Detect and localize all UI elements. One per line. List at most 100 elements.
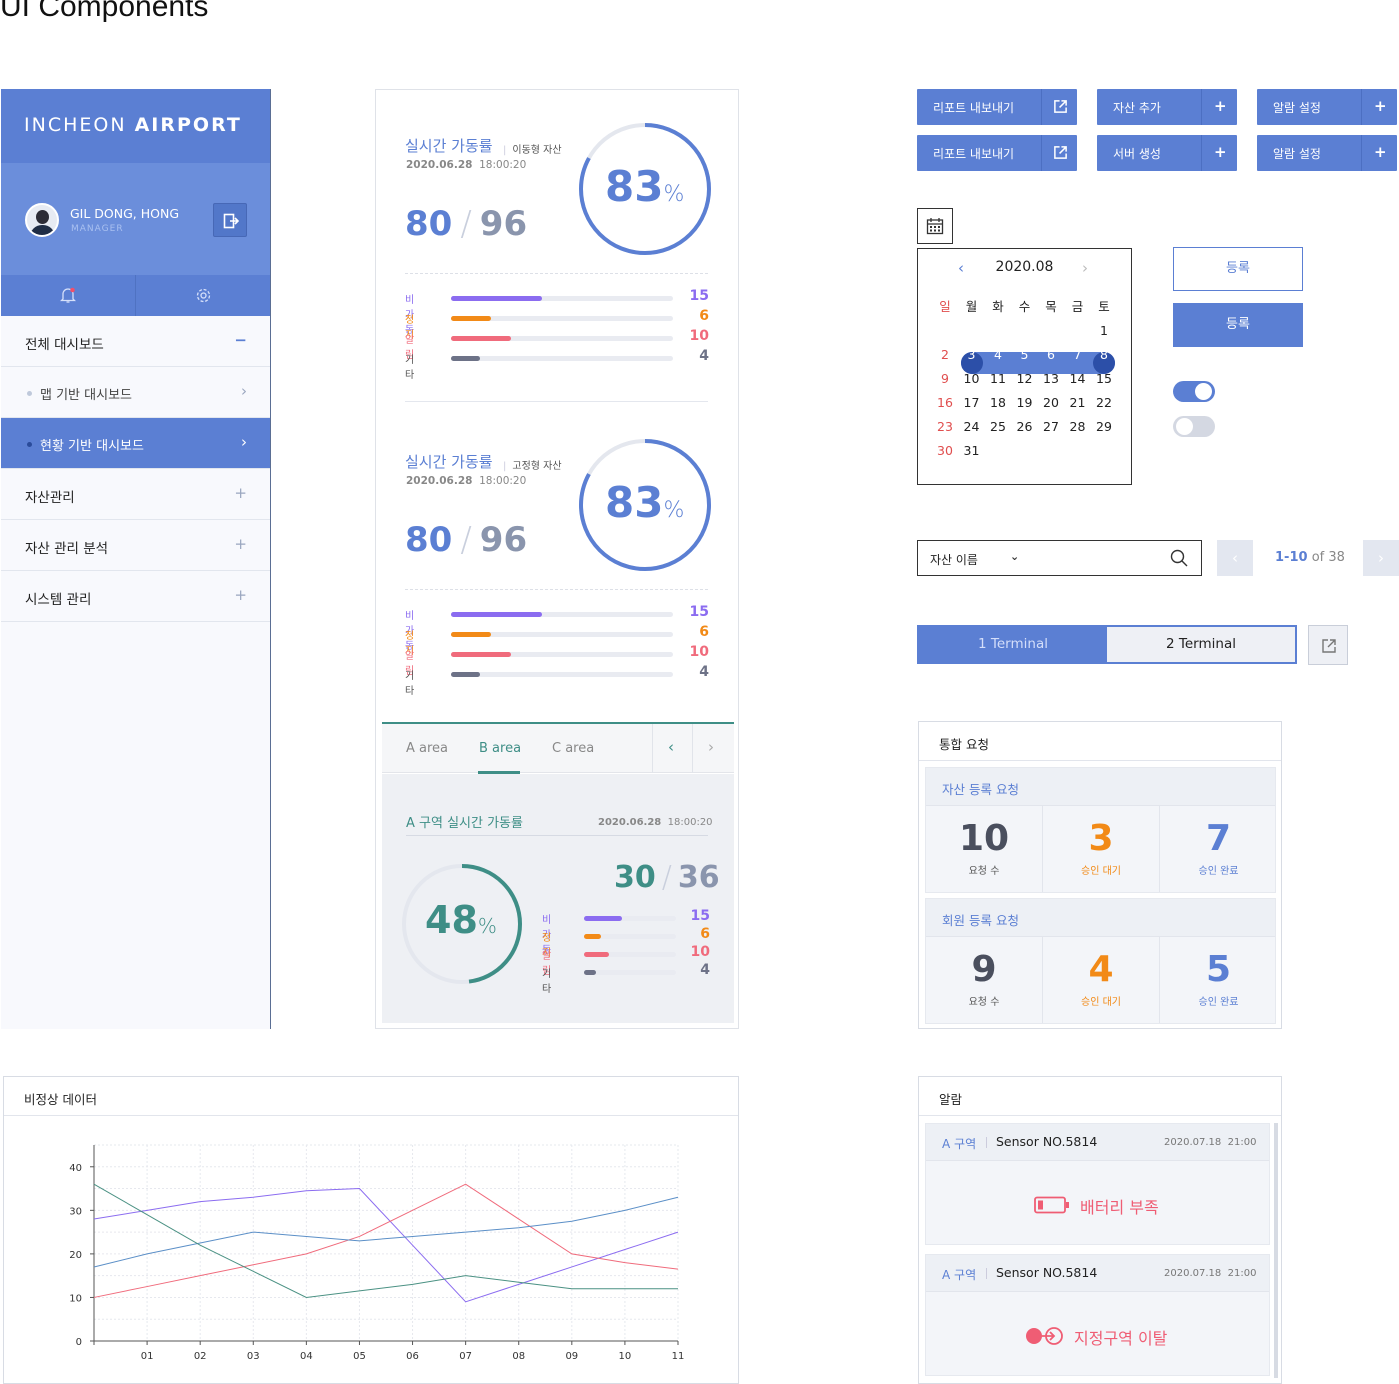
calendar-day[interactable]: 22 (1096, 395, 1112, 410)
settings-button[interactable] (136, 275, 270, 316)
action-button[interactable]: 리포트 내보내기 (917, 135, 1077, 171)
calendar-day[interactable]: 30 (937, 443, 953, 458)
calendar-day[interactable]: 1 (1100, 323, 1108, 338)
scrollbar[interactable] (1274, 1123, 1278, 1378)
calendar-day[interactable]: 4 (994, 347, 1002, 362)
calendar-day[interactable]: 12 (1016, 371, 1033, 386)
calendar-day[interactable]: 31 (963, 443, 980, 458)
sidebar-item-asset[interactable]: 자산관리 + (1, 469, 270, 520)
y-tick-label: 40 (69, 1163, 82, 1174)
plus-icon: + (1361, 135, 1397, 171)
calendar-day[interactable]: 8 (1100, 347, 1108, 362)
alarm-sensor: Sensor NO.5814 (996, 1134, 1098, 1149)
plus-icon: + (1201, 135, 1237, 171)
alarm-item[interactable]: A 구역 Sensor NO.5814 2020.07.18 21:00 배터리… (925, 1123, 1270, 1245)
request-stat[interactable]: 3 승인 대기 (1043, 806, 1160, 892)
toggle-off[interactable] (1173, 416, 1215, 437)
calendar-day[interactable]: 21 (1069, 395, 1086, 410)
gauge-fixed (579, 439, 711, 571)
calendar-day[interactable]: 15 (1096, 371, 1112, 386)
request-count: 9 (971, 949, 997, 990)
notification-button[interactable] (1, 275, 135, 316)
tab-b-area[interactable]: B area (479, 741, 522, 756)
open-external-button[interactable] (1308, 625, 1348, 665)
series-line (93, 1183, 679, 1298)
action-button[interactable]: 자산 추가 + (1097, 89, 1237, 125)
request-label: 승인 완료 (1198, 866, 1239, 877)
request-stat[interactable]: 5 승인 완료 (1160, 937, 1277, 1023)
request-label: 승인 완료 (1198, 997, 1239, 1008)
alarm-message: 배터리 부족 (1080, 1198, 1159, 1217)
sidebar-item-map-dashboard[interactable]: 맵 기반 대시보드 › (1, 367, 270, 418)
sidebar-item-asset-analysis[interactable]: 자산 관리 분석 + (1, 520, 270, 571)
alarm-sensor: Sensor NO.5814 (996, 1265, 1098, 1280)
request-stat[interactable]: 7 승인 완료 (1160, 806, 1277, 892)
request-stat[interactable]: 9 요청 수 (926, 937, 1043, 1023)
sidebar-item-system[interactable]: 시스템 관리 + (1, 571, 270, 622)
calendar-day[interactable]: 3 (967, 347, 976, 362)
tab-next-button[interactable]: › (692, 724, 732, 773)
action-button[interactable]: 리포트 내보내기 (917, 89, 1077, 125)
expand-icon: + (234, 586, 247, 604)
calendar-day[interactable]: 19 (1016, 395, 1033, 410)
avatar[interactable] (25, 203, 59, 237)
request-stat[interactable]: 10 요청 수 (926, 806, 1043, 892)
calendar-day[interactable]: 14 (1069, 371, 1086, 386)
tab-c-area[interactable]: C area (552, 741, 595, 756)
calendar-day[interactable]: 9 (941, 371, 949, 386)
y-tick-label: 10 (69, 1293, 82, 1304)
action-button[interactable]: 알람 설정 + (1257, 135, 1397, 171)
search-field-select[interactable]: 자산 이름 (930, 553, 978, 567)
calendar-day[interactable]: 26 (1016, 419, 1033, 434)
register-outline-button[interactable]: 등록 (1173, 247, 1303, 291)
calendar-day[interactable]: 17 (963, 395, 980, 410)
chevron-down-icon[interactable]: ⌄ (1010, 550, 1020, 563)
request-label: 승인 대기 (1081, 997, 1121, 1008)
sidebar-item-status-dashboard[interactable]: 현황 기반 대시보드 › (1, 418, 270, 469)
page-prev-button[interactable]: ‹ (1217, 540, 1253, 576)
sidebar-item-dashboard[interactable]: 전체 대시보드 − (1, 316, 270, 367)
calendar-day[interactable]: 29 (1096, 419, 1112, 434)
calendar-day[interactable]: 16 (937, 395, 953, 410)
calendar-day[interactable]: 10 (963, 371, 980, 386)
calendar-day[interactable]: 13 (1043, 371, 1059, 386)
toggle-on[interactable] (1173, 381, 1215, 402)
gear-icon (196, 288, 211, 303)
alarm-item[interactable]: A 구역 Sensor NO.5814 2020.07.18 21:00 지정구… (925, 1254, 1270, 1376)
brand-logo[interactable]: INCHEON AIRPORT (1, 89, 270, 163)
logout-button[interactable] (213, 203, 247, 237)
calendar-day[interactable]: 28 (1069, 419, 1086, 434)
calendar-day[interactable]: 11 (990, 371, 1006, 386)
tab-terminal-2[interactable]: 2 Terminal (1107, 627, 1295, 662)
search-icon[interactable] (1170, 549, 1188, 567)
calendar-day[interactable]: 23 (937, 419, 953, 434)
status-bar-fill (451, 652, 511, 657)
tab-terminal-1[interactable]: 1 Terminal (978, 636, 1048, 652)
calendar-day[interactable]: 27 (1043, 419, 1059, 434)
calendar-day[interactable]: 18 (990, 395, 1006, 410)
sidebar-item-label: 자산 관리 분석 (25, 541, 109, 557)
area-card-title: A 구역 실시간 가동률 (406, 816, 523, 831)
calendar-day[interactable]: 20 (1043, 395, 1059, 410)
tab-a-area[interactable]: A area (406, 741, 449, 756)
calendar-button[interactable] (917, 208, 953, 244)
tab-prev-button[interactable]: ‹ (652, 724, 692, 773)
calendar-next-button[interactable]: › (1082, 259, 1088, 277)
calendar-prev-button[interactable]: ‹ (958, 259, 964, 277)
request-stat[interactable]: 4 승인 대기 (1043, 937, 1160, 1023)
calendar-day[interactable]: 5 (1020, 347, 1029, 362)
calendar-day[interactable]: 2 (941, 347, 949, 362)
gauge-percent: 48% (425, 898, 497, 942)
calendar-day[interactable]: 7 (1073, 347, 1082, 362)
action-button[interactable]: 알람 설정 + (1257, 89, 1397, 125)
calendar-day[interactable]: 24 (963, 419, 980, 434)
calendar-day[interactable]: 6 (1047, 347, 1055, 362)
status-label: 기타 (405, 355, 415, 381)
alarm-area: A 구역 (942, 1137, 977, 1151)
status-label: 정지 (542, 933, 552, 959)
page-next-button[interactable]: › (1363, 540, 1399, 576)
register-solid-button[interactable]: 등록 (1173, 303, 1303, 347)
bell-icon (60, 287, 76, 303)
action-button[interactable]: 서버 생성 + (1097, 135, 1237, 171)
calendar-day[interactable]: 25 (990, 419, 1006, 434)
